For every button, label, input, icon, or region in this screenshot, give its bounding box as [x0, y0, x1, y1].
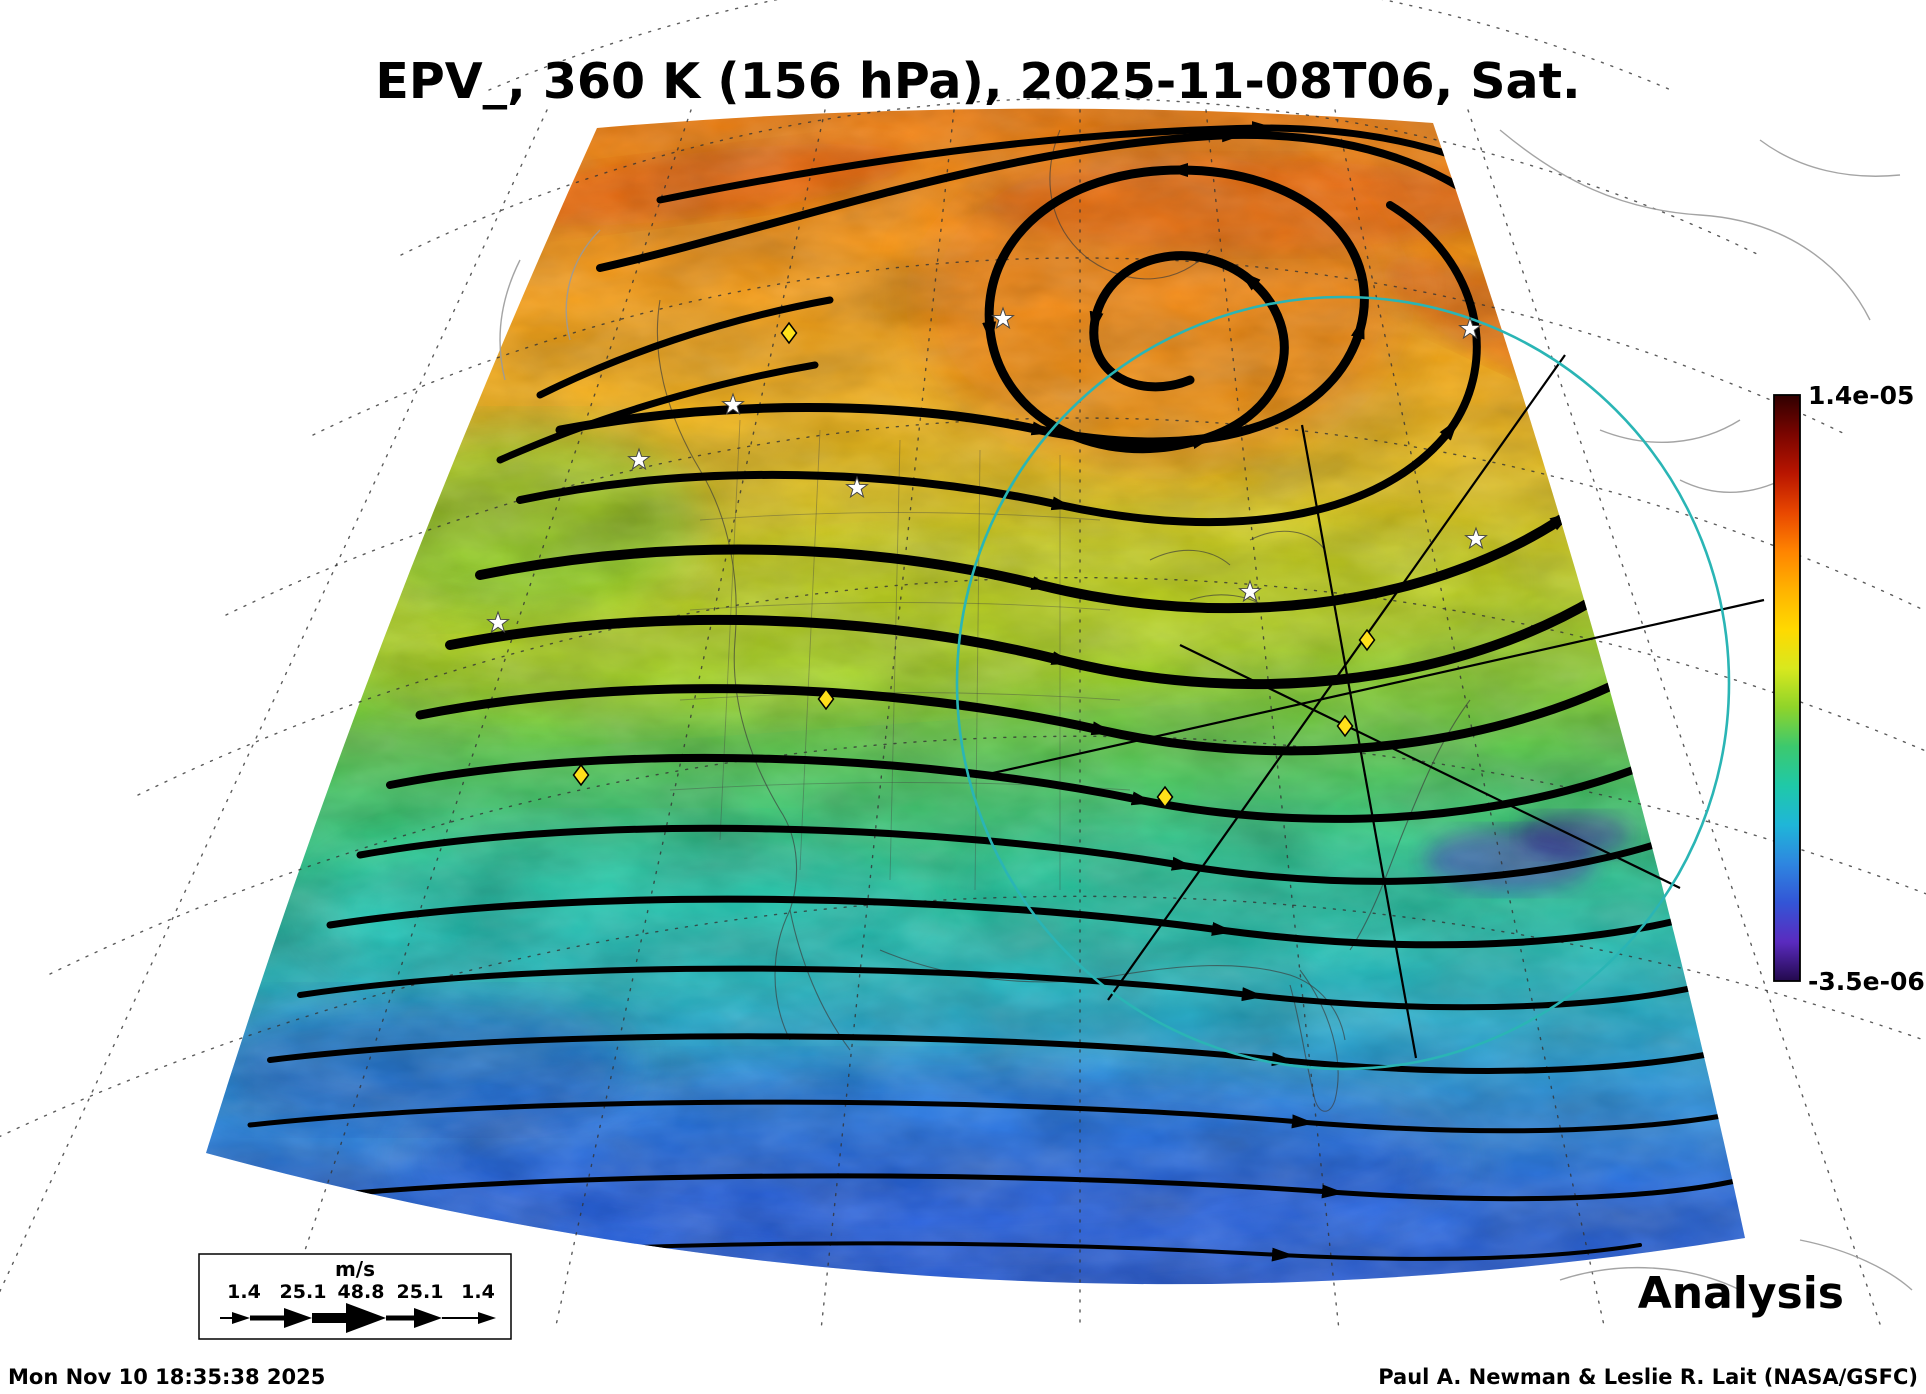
graticule-line	[400, 97, 1760, 256]
credit-label: Paul A. Newman & Leslie R. Lait (NASA/GS…	[1378, 1365, 1918, 1389]
coastline	[1599, 419, 1741, 443]
streamline	[297, 965, 1745, 1011]
track-line	[1107, 354, 1566, 1001]
wind-legend-value: 25.1	[280, 1281, 327, 1303]
coastline	[1799, 1239, 1913, 1291]
graticule-line	[225, 417, 1926, 616]
epv-field-layer	[206, 108, 1745, 1285]
colorbar-gradient-bar	[1773, 394, 1801, 982]
graticule-line	[554, 109, 826, 1331]
state-border	[889, 439, 901, 881]
streamline	[247, 1099, 1745, 1134]
coastline	[499, 259, 521, 381]
state-border	[719, 419, 741, 841]
streamline	[386, 736, 1704, 823]
graticule-line	[137, 577, 1926, 796]
streamline	[327, 1173, 1743, 1202]
streamline	[267, 1033, 1745, 1074]
track-line	[1300, 424, 1418, 1059]
wind-speed-legend: m/s 1.4 25.1 48.8 25.1 1.4	[198, 1253, 512, 1340]
graticule-line	[1334, 109, 1606, 1331]
coastline	[1759, 139, 1901, 177]
analysis-label: Analysis	[1638, 1268, 1844, 1319]
streamline	[356, 816, 1724, 885]
track-lines-layer	[983, 354, 1765, 1059]
graticule-line	[312, 257, 1848, 436]
coastline	[565, 229, 601, 341]
wind-legend-value: 25.1	[397, 1281, 444, 1303]
colorbar: 1.4e-05 -3.5e-06	[1773, 381, 1925, 996]
coastline	[1499, 129, 1871, 321]
streamline	[536, 296, 834, 399]
graticule-line	[0, 109, 548, 1293]
wind-legend-units: m/s	[335, 1257, 375, 1281]
noise-overlay	[206, 108, 1745, 1285]
state-border	[679, 692, 1121, 701]
track-line	[983, 598, 1765, 777]
graticule-line	[1205, 109, 1340, 1331]
figure-title: EPV_, 360 K (156 hPa), 2025-11-08T06, Sa…	[375, 53, 1580, 110]
wind-legend-value: 48.8	[338, 1281, 385, 1303]
streamline	[326, 895, 1745, 949]
range-ring-circle	[955, 295, 1731, 1071]
colorbar-min-label: -3.5e-06	[1808, 967, 1925, 996]
wind-legend-value: 1.4	[461, 1281, 495, 1303]
render-timestamp: Mon Nov 10 18:35:38 2025	[8, 1365, 325, 1389]
wind-legend-value: 1.4	[227, 1281, 261, 1303]
graticule-line	[820, 109, 955, 1331]
map-detail-layer	[247, 121, 1745, 1262]
state-border	[799, 429, 821, 871]
state-border	[974, 449, 981, 891]
streamline	[415, 655, 1665, 756]
coastline	[1559, 1266, 1741, 1291]
colorbar-max-label: 1.4e-05	[1808, 381, 1914, 410]
streamline	[428, 1241, 1642, 1262]
streamlines-layer	[247, 121, 1745, 1262]
track-line	[1179, 644, 1681, 889]
coastline	[1289, 969, 1339, 1112]
coastline	[774, 909, 791, 1041]
wind-legend-arrow	[220, 1303, 496, 1333]
graticule-layer	[0, 0, 1926, 1331]
streamline	[496, 361, 819, 464]
graticule-line	[488, 0, 1672, 91]
